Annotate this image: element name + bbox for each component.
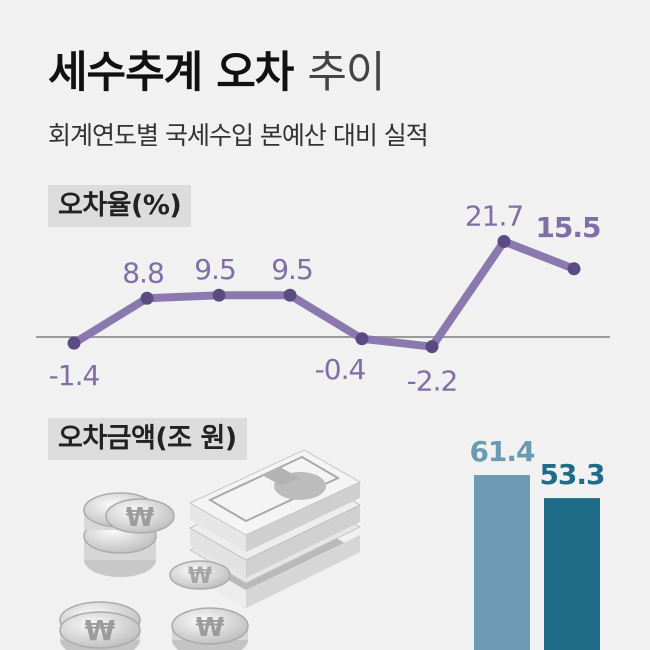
amount-bar-chart: 61.453.3 xyxy=(469,435,606,650)
rate-data-label: 21.7 xyxy=(465,200,523,233)
rate-series-line xyxy=(70,237,578,351)
amount-bar xyxy=(474,475,530,650)
amount-data-label: 61.4 xyxy=(469,435,535,468)
banknote-stack xyxy=(188,449,362,608)
won-coin-symbol: ₩ xyxy=(196,613,225,643)
won-coin-symbol: ₩ xyxy=(188,564,212,589)
won-coin-symbol: ₩ xyxy=(85,614,116,647)
rate-point xyxy=(283,288,297,302)
rate-point xyxy=(567,262,581,276)
rate-data-label: 9.5 xyxy=(271,253,313,286)
amount-chart-title: 오차금액(조 원) xyxy=(48,418,247,460)
rate-line-chart: -1.4 8.8 9.5 9.5 -0.4 -2.2 21.7 15.5 xyxy=(49,200,602,398)
page-title: 세수추계 오차 추이 xyxy=(48,38,385,100)
rate-data-label: -0.4 xyxy=(315,353,366,386)
rate-point xyxy=(67,336,81,350)
rate-data-label: 15.5 xyxy=(535,211,600,244)
won-coin-symbol: ₩ xyxy=(126,503,155,533)
rate-chart-title: 오차율(%) xyxy=(48,185,192,227)
title-bold: 세수추계 오차 xyxy=(48,48,294,98)
money-illustration: ₩ ₩ ₩ ₩ xyxy=(59,449,362,650)
rate-data-label: -2.2 xyxy=(407,365,458,398)
rate-point xyxy=(425,340,439,354)
rate-point xyxy=(355,332,369,346)
rate-point xyxy=(212,288,226,302)
rate-data-label: 8.8 xyxy=(122,256,164,289)
rate-point xyxy=(497,235,511,249)
rate-data-label: -1.4 xyxy=(49,359,100,392)
amount-bar xyxy=(544,498,600,650)
title-light: 추이 xyxy=(307,48,385,98)
amount-data-label: 53.3 xyxy=(539,458,604,491)
coin-stack-left: ₩ ₩ xyxy=(83,492,231,590)
rate-point xyxy=(140,291,154,305)
coin-stack-bottom: ₩ ₩ xyxy=(59,601,249,650)
page-subtitle: 회계연도별 국세수입 본예산 대비 실적 xyxy=(48,121,429,150)
rate-data-label: 9.5 xyxy=(194,253,236,286)
